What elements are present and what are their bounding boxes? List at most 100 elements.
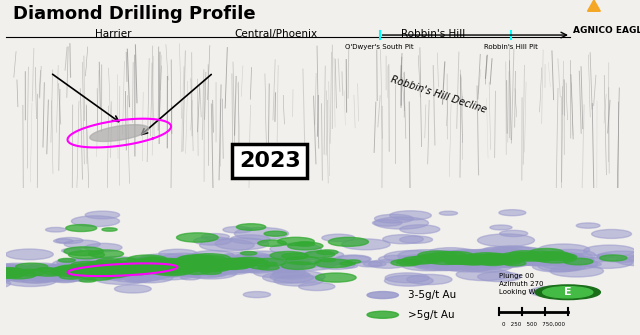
Circle shape xyxy=(15,263,48,270)
Circle shape xyxy=(192,251,234,260)
Circle shape xyxy=(200,239,254,251)
Circle shape xyxy=(99,268,136,276)
Circle shape xyxy=(74,277,91,281)
Circle shape xyxy=(0,267,37,277)
Circle shape xyxy=(294,252,326,259)
Circle shape xyxy=(515,251,557,260)
Circle shape xyxy=(52,259,100,270)
Circle shape xyxy=(252,260,268,263)
Circle shape xyxy=(0,271,27,279)
Circle shape xyxy=(493,252,522,259)
Circle shape xyxy=(6,274,27,279)
Circle shape xyxy=(238,265,266,271)
Circle shape xyxy=(434,258,465,264)
Circle shape xyxy=(426,256,464,264)
Circle shape xyxy=(384,251,440,263)
Circle shape xyxy=(28,273,66,282)
Circle shape xyxy=(274,256,310,264)
Circle shape xyxy=(126,262,157,269)
Circle shape xyxy=(476,259,507,266)
Circle shape xyxy=(159,249,197,258)
Circle shape xyxy=(86,257,144,270)
Circle shape xyxy=(270,270,325,283)
Circle shape xyxy=(157,266,205,277)
Circle shape xyxy=(379,255,413,263)
Circle shape xyxy=(186,263,214,269)
Circle shape xyxy=(148,265,184,274)
Circle shape xyxy=(419,254,450,260)
Circle shape xyxy=(591,229,632,239)
Circle shape xyxy=(129,275,149,279)
Circle shape xyxy=(504,257,518,260)
Circle shape xyxy=(417,260,461,269)
Circle shape xyxy=(522,253,562,262)
Circle shape xyxy=(189,254,230,263)
Circle shape xyxy=(118,268,143,274)
Circle shape xyxy=(150,268,189,277)
Circle shape xyxy=(305,251,335,258)
Circle shape xyxy=(1,268,22,273)
Circle shape xyxy=(244,259,277,266)
Circle shape xyxy=(474,253,525,264)
Circle shape xyxy=(168,263,182,266)
Circle shape xyxy=(88,267,117,274)
Circle shape xyxy=(94,272,150,284)
Circle shape xyxy=(176,256,215,264)
Circle shape xyxy=(130,267,150,272)
Circle shape xyxy=(294,261,311,264)
Circle shape xyxy=(45,227,66,232)
Circle shape xyxy=(307,251,344,259)
Circle shape xyxy=(161,253,205,263)
Circle shape xyxy=(63,266,111,276)
Circle shape xyxy=(425,250,474,261)
Circle shape xyxy=(115,258,138,263)
Circle shape xyxy=(122,262,166,272)
Circle shape xyxy=(148,271,162,274)
Circle shape xyxy=(145,268,166,272)
Circle shape xyxy=(72,264,108,272)
Circle shape xyxy=(126,265,152,271)
Circle shape xyxy=(120,265,170,276)
Circle shape xyxy=(158,265,189,272)
Circle shape xyxy=(180,261,226,271)
Circle shape xyxy=(66,267,109,276)
Circle shape xyxy=(88,269,139,280)
Circle shape xyxy=(504,252,536,259)
Circle shape xyxy=(548,255,577,261)
Circle shape xyxy=(123,257,169,268)
Circle shape xyxy=(115,263,139,268)
Circle shape xyxy=(286,264,304,268)
Circle shape xyxy=(469,254,510,264)
Circle shape xyxy=(258,240,286,246)
Circle shape xyxy=(456,259,513,272)
Circle shape xyxy=(125,276,151,282)
Circle shape xyxy=(225,261,246,266)
Circle shape xyxy=(115,262,151,270)
Circle shape xyxy=(216,257,271,270)
Circle shape xyxy=(137,254,194,266)
Circle shape xyxy=(262,272,314,283)
Circle shape xyxy=(435,256,458,262)
Circle shape xyxy=(566,254,593,260)
Circle shape xyxy=(177,233,218,242)
Circle shape xyxy=(243,260,256,263)
Circle shape xyxy=(596,254,614,258)
Circle shape xyxy=(212,262,231,266)
Circle shape xyxy=(406,274,452,285)
Circle shape xyxy=(468,256,506,265)
Circle shape xyxy=(182,267,218,275)
Circle shape xyxy=(397,254,456,267)
Circle shape xyxy=(127,263,147,268)
Text: Diamond Drilling Profile: Diamond Drilling Profile xyxy=(13,5,255,23)
Text: >5g/t Au: >5g/t Au xyxy=(408,310,454,320)
Circle shape xyxy=(452,252,510,265)
Circle shape xyxy=(81,264,111,270)
Circle shape xyxy=(85,211,120,219)
Circle shape xyxy=(104,265,136,273)
Circle shape xyxy=(154,261,180,267)
Circle shape xyxy=(163,262,195,269)
Circle shape xyxy=(243,291,271,297)
Circle shape xyxy=(452,255,484,262)
Circle shape xyxy=(234,265,268,273)
Circle shape xyxy=(545,255,576,262)
